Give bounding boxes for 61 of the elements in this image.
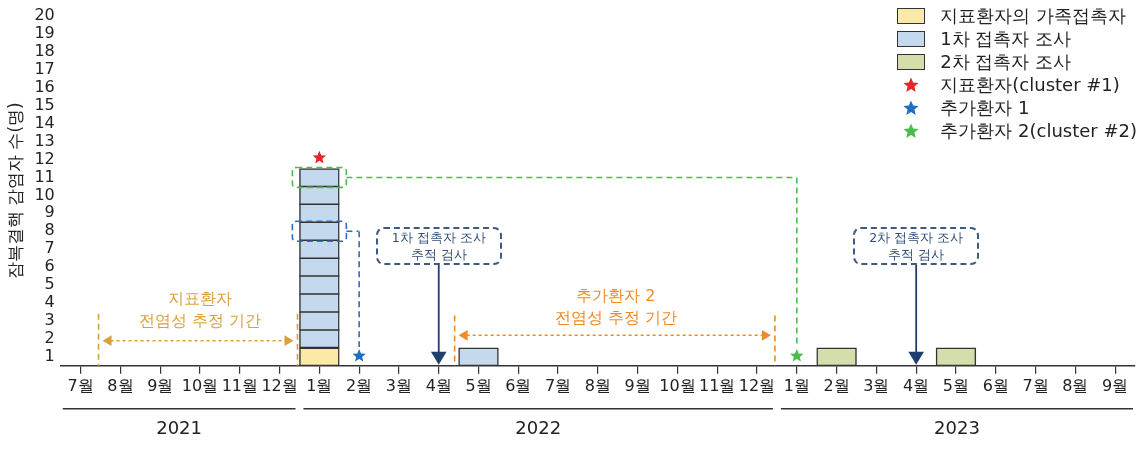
x-tick-label: 11월 <box>699 375 736 395</box>
x-tick-label: 4월 <box>903 375 930 395</box>
y-tick-label: 9 <box>44 202 55 222</box>
legend-label: 추가환자 2(cluster #2) <box>940 118 1137 143</box>
y-tick-label: 7 <box>44 238 55 258</box>
y-tick-label: 14 <box>34 112 55 132</box>
x-tick-label: 9월 <box>624 375 651 395</box>
x-tick-label: 8월 <box>107 375 134 395</box>
y-tick-label: 17 <box>34 58 55 78</box>
dashed-callout-box: 1차 접촉자 조사 추적 검사 <box>375 226 502 265</box>
x-tick-label: 6월 <box>505 375 532 395</box>
y-tick-label: 8 <box>44 220 55 240</box>
y-tick-label: 20 <box>34 5 55 25</box>
y-tick-label: 18 <box>34 41 55 61</box>
x-tick-label: 7월 <box>545 375 572 395</box>
annotation: 추가환자 2 전염성 추정 기간 <box>554 284 677 329</box>
x-tick-label: 8월 <box>584 375 611 395</box>
x-tick-label: 9월 <box>147 375 174 395</box>
y-tick-label: 2 <box>44 328 55 348</box>
x-tick-label: 3월 <box>863 375 890 395</box>
y-tick-label: 19 <box>34 23 55 43</box>
y-tick-label: 11 <box>34 166 55 186</box>
x-tick-label: 12월 <box>738 375 776 395</box>
y-tick-label: 3 <box>44 310 55 330</box>
x-tick-label: 12월 <box>261 375 298 395</box>
text: 2022 <box>515 416 562 439</box>
x-tick-label: 1월 <box>783 375 810 395</box>
x-tick-label: 5월 <box>465 375 492 395</box>
text: 2023 <box>934 416 980 439</box>
legend-label: 지표환자의 가족접촉자 <box>940 3 1127 28</box>
dashed-callout-box: 2차 접촉자 조사 추적 검사 <box>853 226 980 265</box>
x-tick-label: 7월 <box>1022 375 1049 395</box>
annotation: 지표환자 전염성 추정 기간 <box>138 288 262 333</box>
x-tick-label: 3월 <box>385 375 413 395</box>
y-tick-label: 1 <box>44 345 55 365</box>
legend-label: 추가환자 1 <box>940 95 1030 120</box>
legend-label: 지표환자(cluster #1) <box>940 72 1120 97</box>
x-tick-label: 1월 <box>306 375 333 395</box>
x-tick-label: 2월 <box>346 375 373 395</box>
y-tick-label: 13 <box>34 130 55 150</box>
y-axis-title: 잠복결핵 감염자 수(명) <box>4 102 25 280</box>
legend-label: 2차 접촉자 조사 <box>940 49 1072 74</box>
y-tick-label: 10 <box>34 184 55 204</box>
y-tick-label: 15 <box>34 94 55 114</box>
y-tick-label: 12 <box>34 148 55 168</box>
x-tick-label: 4월 <box>425 375 452 395</box>
legend-label: 1차 접촉자 조사 <box>940 26 1072 51</box>
y-tick-label: 4 <box>44 292 55 312</box>
x-tick-label: 7월 <box>67 375 94 395</box>
x-tick-label: 9월 <box>1102 375 1129 395</box>
y-tick-label: 5 <box>44 274 55 294</box>
x-tick-label: 6월 <box>982 375 1009 395</box>
x-tick-label: 5월 <box>942 375 970 395</box>
y-tick-label: 6 <box>44 256 55 276</box>
text: 2021 <box>156 416 203 439</box>
x-tick-label: 10월 <box>181 375 219 395</box>
y-tick-label: 16 <box>34 76 55 96</box>
x-tick-label: 11월 <box>221 375 258 395</box>
x-tick-label: 2월 <box>823 375 850 395</box>
x-tick-label: 8월 <box>1062 375 1089 395</box>
x-tick-label: 10월 <box>659 375 696 395</box>
